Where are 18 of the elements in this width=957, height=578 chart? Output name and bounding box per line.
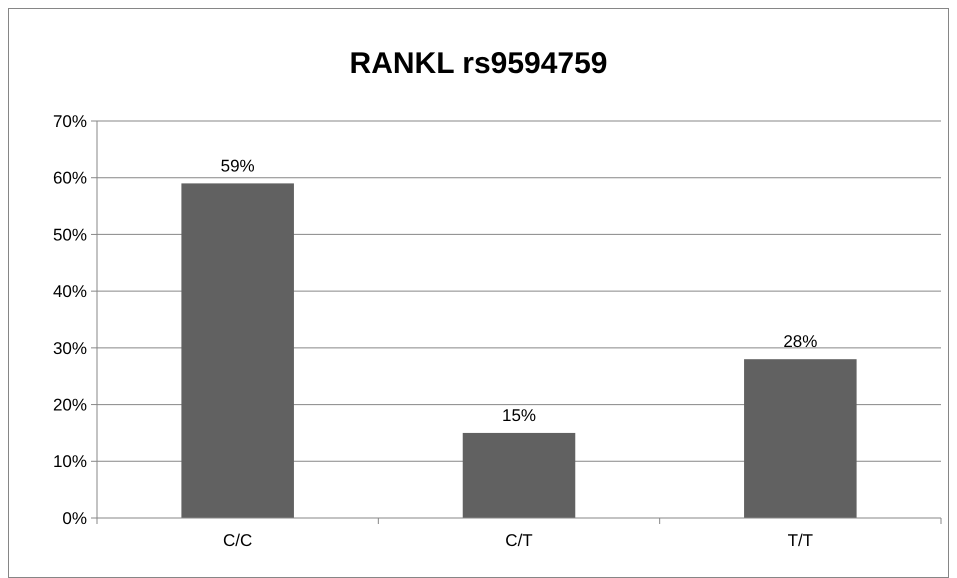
x-tick-label: T/T <box>788 531 814 550</box>
chart-title: RANKL rs9594759 <box>350 47 608 80</box>
data-label: 59% <box>220 156 255 176</box>
y-tick-label: 40% <box>52 282 87 302</box>
x-tick-label: C/T <box>505 531 533 550</box>
bar <box>462 432 576 518</box>
data-label: 15% <box>502 406 536 425</box>
bar <box>744 359 857 518</box>
bar <box>181 183 294 518</box>
y-tick-label: 50% <box>52 225 87 244</box>
y-tick-label: 20% <box>52 396 87 415</box>
y-tick-label: 70% <box>52 112 87 131</box>
data-label: 28% <box>783 332 818 352</box>
x-tick-label: C/C <box>223 531 252 550</box>
y-tick-label: 10% <box>52 452 87 472</box>
y-tick-label: 60% <box>52 168 87 188</box>
y-tick-label: 30% <box>52 338 87 358</box>
y-tick-label: 0% <box>62 508 87 528</box>
